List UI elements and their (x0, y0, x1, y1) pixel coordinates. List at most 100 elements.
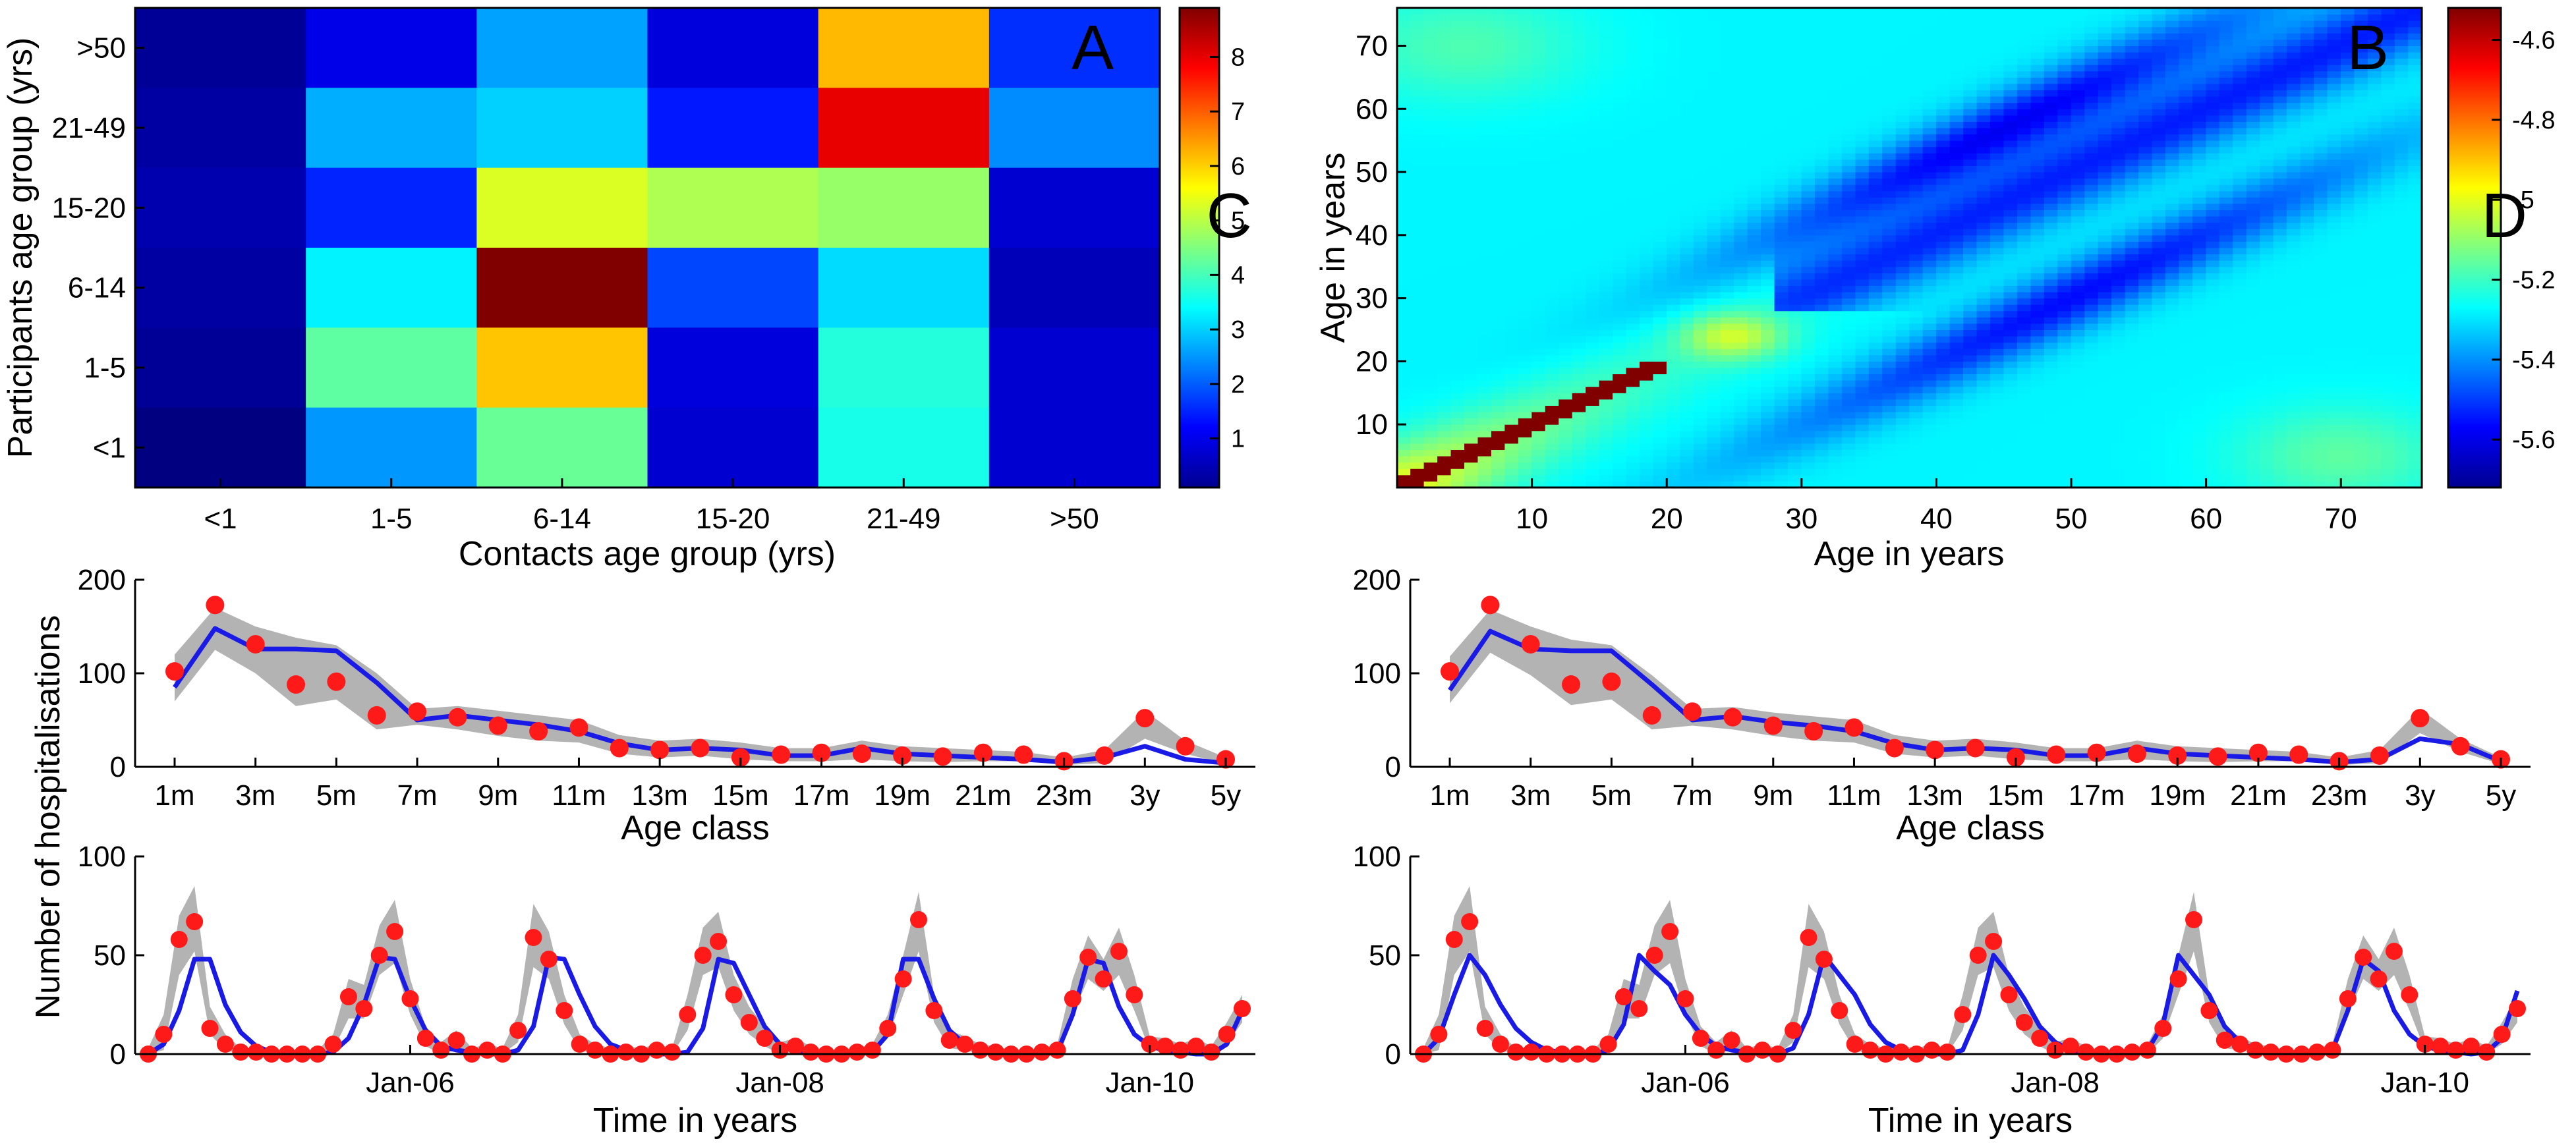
heatmap-b-cell (1450, 190, 1465, 198)
heatmap-b-cell (2111, 437, 2126, 444)
heatmap-b-cell (1423, 77, 1438, 84)
heatmap-b-cell (1518, 121, 1533, 128)
heatmap-b-cell (1464, 481, 1479, 488)
heatmap-b-cell (1572, 96, 1586, 103)
heatmap-b-cell (1464, 443, 1479, 451)
heatmap-b-cell (1774, 146, 1789, 153)
heatmap-b-cell (2098, 374, 2112, 381)
heatmap-b-cell (1963, 222, 1978, 229)
heatmap-b-cell (2084, 247, 2099, 255)
heatmap-b-cell (1774, 153, 1789, 160)
heatmap-b-cell (2138, 424, 2153, 432)
heatmap-b-cell (1639, 348, 1654, 356)
heatmap-b-cell (1895, 285, 1910, 293)
heatmap-b-cell (1599, 247, 1613, 255)
heatmap-b-cell (2057, 178, 2072, 185)
heatmap-b-cell (1653, 171, 1667, 179)
heatmap-b-cell (2111, 45, 2126, 53)
heatmap-b-cell (2138, 115, 2153, 122)
heatmap-b-cell (1761, 45, 1775, 53)
heatmap-b-cell (1855, 273, 1870, 280)
heatmap-b-cell (2071, 215, 2085, 223)
heatmap-b-cell (1828, 304, 1843, 312)
heatmap-b-cell (1828, 165, 1843, 173)
heatmap-b-cell (1841, 171, 1856, 179)
heatmap-b-cell (1922, 228, 1937, 236)
heatmap-b-cell (2219, 279, 2234, 286)
heatmap-b-cell (1613, 70, 1627, 78)
heatmap-b-cell (1680, 266, 1694, 273)
heatmap-b-cell (2017, 58, 2032, 65)
heatmap-b-cell (1545, 291, 1560, 299)
heatmap-b-cell (1774, 203, 1789, 211)
heatmap-b-cell (1680, 285, 1694, 293)
heatmap-a-cell (135, 327, 306, 408)
heatmap-b-cell (1410, 443, 1425, 451)
heatmap-b-cell (1761, 146, 1775, 153)
heatmap-b-cell (1855, 474, 1870, 482)
heatmap-b-cell (1397, 197, 1411, 204)
heatmap-b-cell (1774, 178, 1789, 185)
heatmap-b-cell (2057, 481, 2072, 488)
heatmap-b-cell (2246, 291, 2260, 299)
heatmap-b-cell (2071, 455, 2085, 463)
heatmap-b-cell (2111, 279, 2126, 286)
heatmap-b-cell (1855, 20, 1870, 28)
heatmap-b-cell (2206, 203, 2220, 211)
heatmap-b-cell (1720, 323, 1735, 331)
heatmap-b-cell (1545, 335, 1560, 343)
heatmap-b-cell (2017, 215, 2032, 223)
heatmap-b-cell (2192, 474, 2207, 482)
heatmap-b-cell (1774, 197, 1789, 204)
heatmap-b-cell (2179, 108, 2193, 116)
heatmap-b-cell (1518, 134, 1533, 141)
heatmap-b-cell (1747, 481, 1761, 488)
heatmap-b-cell (1841, 279, 1856, 286)
heatmap-b-cell (2165, 171, 2180, 179)
heatmap-b-cell (1680, 455, 1694, 463)
heatmap-b-cell (2246, 39, 2260, 46)
heatmap-b-cell (2165, 45, 2180, 53)
heatmap-b-cell (1788, 102, 1802, 109)
heatmap-b-cell (1788, 146, 1802, 153)
heatmap-b-cell (2057, 197, 2072, 204)
heatmap-b-cell (1720, 51, 1735, 59)
heatmap-b-cell (1734, 146, 1748, 153)
heatmap-b-cell (1599, 83, 1613, 91)
heatmap-b-cell (1639, 247, 1654, 255)
heatmap-b-cell (1720, 399, 1735, 406)
heatmap-b-cell (1545, 51, 1560, 59)
heatmap-b-cell (1545, 437, 1560, 444)
heatmap-b-cell (1531, 77, 1546, 84)
heatmap-b-cell (1868, 20, 1883, 28)
heatmap-b-cell (1989, 386, 2005, 393)
heatmap-b-cell (1680, 102, 1694, 109)
heatmap-b-cell (1586, 14, 1600, 21)
heatmap-b-cell (1963, 121, 1978, 128)
heatmap-b-cell (1747, 474, 1761, 482)
heatmap-b-cell (1707, 481, 1721, 488)
heatmap-b-cell (1450, 481, 1465, 488)
heatmap-b-cell (1423, 45, 1438, 53)
heatmap-b-cell (1761, 481, 1775, 488)
heatmap-b-cell (1774, 171, 1789, 179)
heatmap-b-cell (2165, 348, 2180, 356)
heatmap-b-cell (1693, 399, 1708, 406)
heatmap-b-cell (1437, 430, 1452, 437)
heatmap-b-cell (1788, 386, 1802, 393)
heatmap-b-cell (2260, 304, 2274, 312)
heatmap-b-cell (1963, 335, 1978, 343)
heatmap-b-cell (1559, 178, 1573, 185)
heatmap-b-cell (1909, 367, 1924, 375)
heatmap-b-cell (2044, 14, 2059, 21)
heatmap-b-cell (2192, 102, 2207, 109)
heatmap-b-cell (2260, 215, 2274, 223)
heatmap-b-cell (2071, 329, 2085, 337)
heatmap-b-cell (1841, 317, 1856, 324)
heatmap-b-cell (1545, 140, 1560, 148)
heatmap-b-cell (2165, 298, 2180, 305)
heatmap-b-cell (1895, 134, 1910, 141)
heatmap-b-cell (1639, 64, 1654, 72)
heatmap-b-cell (2125, 317, 2139, 324)
heatmap-b-cell (1545, 184, 1560, 192)
